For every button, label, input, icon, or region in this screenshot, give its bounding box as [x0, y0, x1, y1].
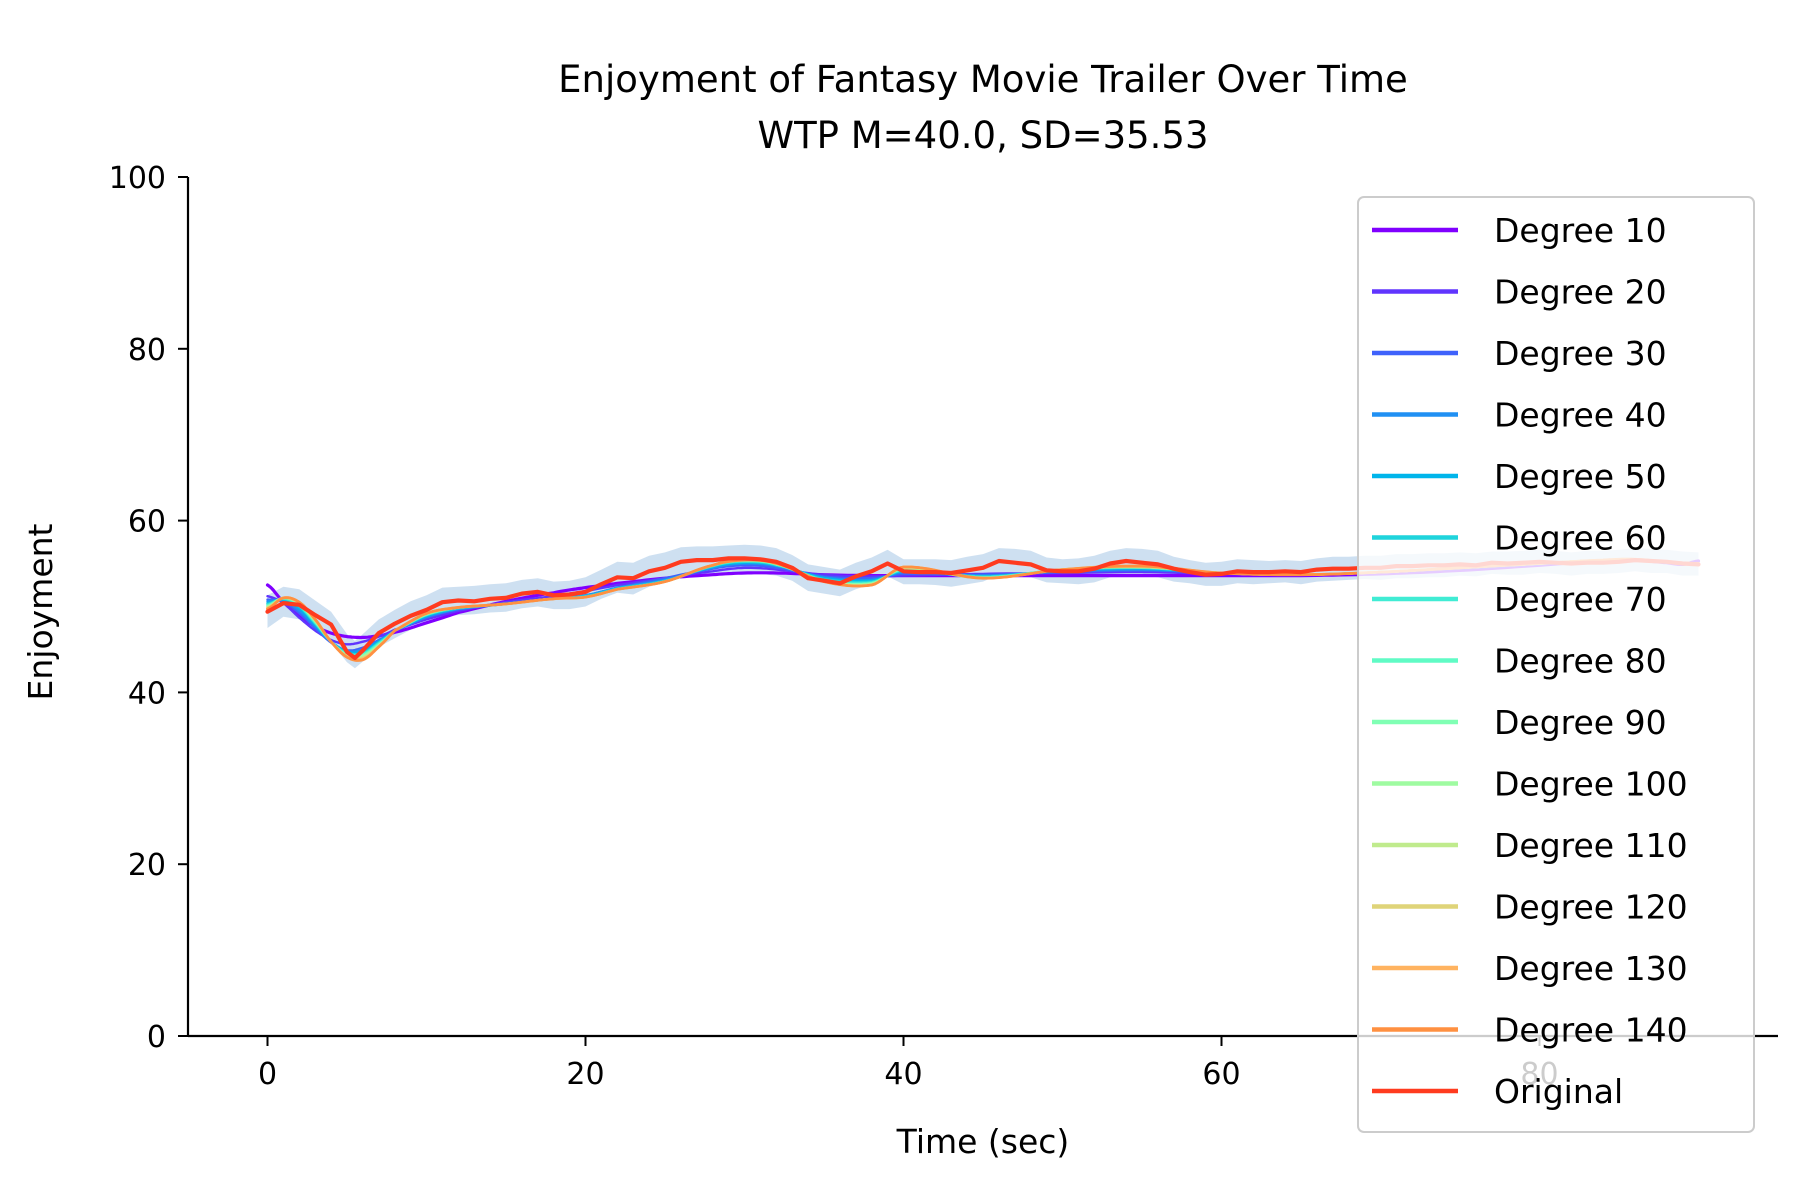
chart-title: Enjoyment of Fantasy Movie Trailer Over …: [558, 58, 1408, 101]
legend-label: Degree 120: [1494, 888, 1688, 927]
legend-label: Degree 10: [1494, 211, 1667, 250]
legend-label: Degree 110: [1494, 826, 1688, 865]
legend-label: Degree 30: [1494, 334, 1667, 373]
y-tick-label: 100: [109, 161, 166, 196]
y-axis-ticks: 0 20 40 60 80 100: [109, 161, 188, 1055]
legend-label: Degree 130: [1494, 949, 1688, 988]
legend-label: Degree 80: [1494, 642, 1667, 681]
y-axis-label: Enjoyment: [21, 523, 60, 700]
legend-label: Degree 50: [1494, 457, 1667, 496]
legend: Degree 10 Degree 20 Degree 30 Degree 40 Degr…: [1357, 196, 1755, 1133]
legend-frame: [1357, 196, 1755, 1133]
x-tick-label: 40: [884, 1057, 922, 1092]
legend-label: Degree 140: [1494, 1011, 1688, 1050]
chart-subtitle: WTP M=40.0, SD=35.53: [758, 114, 1209, 157]
y-tick-label: 40: [128, 676, 166, 711]
legend-label: Original: [1494, 1072, 1623, 1111]
legend-label: Degree 70: [1494, 580, 1667, 619]
y-tick-label: 20: [128, 848, 166, 883]
legend-label: Degree 90: [1494, 703, 1667, 742]
legend-label: Degree 100: [1494, 765, 1688, 804]
x-tick-label: 20: [566, 1057, 604, 1092]
legend-label: Degree 60: [1494, 519, 1667, 558]
y-tick-label: 0: [147, 1020, 166, 1055]
x-tick-label: 60: [1202, 1057, 1240, 1092]
legend-label: Degree 20: [1494, 273, 1667, 312]
y-tick-label: 60: [128, 505, 166, 540]
legend-label: Degree 40: [1494, 396, 1667, 435]
legend-items: Degree 10 Degree 20 Degree 30 Degree 40 Degr…: [1372, 211, 1688, 1111]
x-tick-label: 0: [258, 1057, 277, 1092]
x-axis-label: Time (sec): [896, 1122, 1070, 1161]
y-tick-label: 80: [128, 333, 166, 368]
